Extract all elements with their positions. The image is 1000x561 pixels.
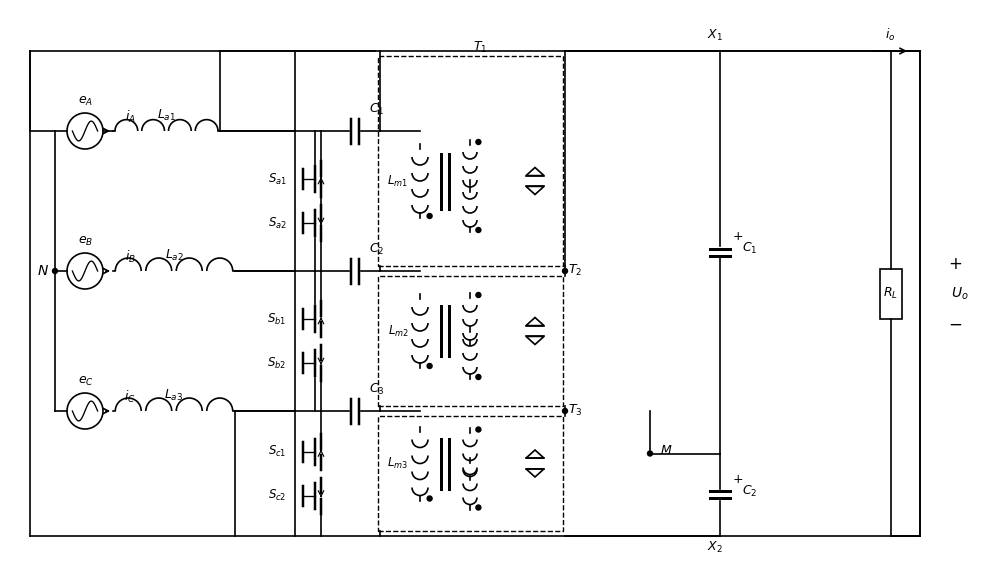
Text: $S_{a1}$: $S_{a1}$ xyxy=(268,172,286,187)
Text: $+$: $+$ xyxy=(948,255,962,273)
Bar xyxy=(378,56,563,266)
Text: $L_{a1}$: $L_{a1}$ xyxy=(157,108,176,123)
Text: $i_B$: $i_B$ xyxy=(125,249,135,265)
Text: $L_{m2}$: $L_{m2}$ xyxy=(388,324,408,338)
Text: $X_2$: $X_2$ xyxy=(707,540,723,555)
Circle shape xyxy=(53,269,58,274)
Text: $L_{m3}$: $L_{m3}$ xyxy=(387,456,409,471)
Text: $T_1$: $T_1$ xyxy=(473,40,488,55)
Text: $S_{b2}$: $S_{b2}$ xyxy=(267,356,287,371)
Text: $U_o$: $U_o$ xyxy=(951,286,969,302)
Circle shape xyxy=(427,364,432,369)
Circle shape xyxy=(562,269,568,274)
Text: $C_1$: $C_1$ xyxy=(742,241,757,256)
Text: $L_{a2}$: $L_{a2}$ xyxy=(165,248,183,263)
Text: $R_L$: $R_L$ xyxy=(883,286,899,301)
Circle shape xyxy=(476,375,481,379)
Text: $+$: $+$ xyxy=(732,473,744,486)
Text: $T_2$: $T_2$ xyxy=(568,263,582,278)
Text: $i_o$: $i_o$ xyxy=(885,27,895,43)
Circle shape xyxy=(476,505,481,510)
Bar xyxy=(378,416,563,531)
Text: $i_C$: $i_C$ xyxy=(124,389,136,405)
Circle shape xyxy=(648,451,652,456)
Text: $N$: $N$ xyxy=(37,264,49,278)
Circle shape xyxy=(476,140,481,145)
Circle shape xyxy=(476,228,481,232)
Circle shape xyxy=(476,292,481,297)
Circle shape xyxy=(427,496,432,501)
Text: $M$: $M$ xyxy=(660,444,672,457)
Text: $L_{m1}$: $L_{m1}$ xyxy=(387,173,409,188)
Text: $S_{c2}$: $S_{c2}$ xyxy=(268,488,286,503)
Circle shape xyxy=(476,427,481,432)
Text: $X_1$: $X_1$ xyxy=(707,28,723,43)
Circle shape xyxy=(562,408,568,413)
Text: $S_{c1}$: $S_{c1}$ xyxy=(268,444,286,459)
Text: $C_1$: $C_1$ xyxy=(369,102,385,117)
Text: $C_2$: $C_2$ xyxy=(742,484,757,499)
Bar xyxy=(378,276,563,406)
Circle shape xyxy=(427,214,432,218)
Text: $T_3$: $T_3$ xyxy=(568,403,583,418)
Text: $e_A$: $e_A$ xyxy=(78,95,94,108)
Text: $L_{a3}$: $L_{a3}$ xyxy=(164,388,184,403)
Text: $S_{a2}$: $S_{a2}$ xyxy=(268,215,286,231)
Text: $e_C$: $e_C$ xyxy=(78,375,94,388)
Text: $C_3$: $C_3$ xyxy=(369,382,385,397)
Text: $+$: $+$ xyxy=(732,230,744,243)
Text: $S_{b1}$: $S_{b1}$ xyxy=(267,311,287,327)
Text: $-$: $-$ xyxy=(948,315,962,333)
Text: $C_2$: $C_2$ xyxy=(369,242,385,257)
Text: $i_A$: $i_A$ xyxy=(125,109,135,125)
Bar xyxy=(880,269,902,319)
Text: $e_B$: $e_B$ xyxy=(78,235,94,248)
